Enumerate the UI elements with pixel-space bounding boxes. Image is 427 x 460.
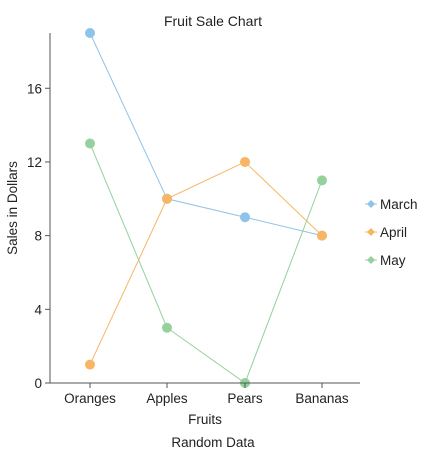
chart-subtitle: Random Data [171,435,255,450]
data-point-may [162,322,172,333]
x-tick-label: Oranges [64,391,116,406]
legend-label-march: March [380,197,418,212]
series-line-may [89,143,323,384]
y-tick-label: 4 [34,302,42,317]
series-line-march [89,32,323,237]
legend-marker-april [367,228,375,236]
data-point-march [240,212,250,223]
x-axis-title: Fruits [188,412,222,427]
y-axis-title: Sales in Dollars [5,161,20,255]
y-axis-ticks: 0 4 8 12 16 [27,81,50,391]
legend: March April May [365,197,418,268]
series-line-april [89,161,323,365]
x-tick-label: Pears [227,391,263,406]
plot-area [85,28,327,388]
data-point-march [85,28,95,38]
y-tick-label: 16 [27,81,42,96]
y-tick-label: 12 [27,155,42,170]
data-point-may [317,175,327,186]
x-axis-ticks: Oranges Apples Pears Bananas [64,383,349,406]
x-tick-label: Bananas [295,391,349,406]
data-point-april [240,156,250,167]
data-point-april [85,359,95,370]
data-point-april [162,193,172,204]
legend-label-may: May [380,253,406,268]
data-point-may [85,138,95,149]
chart-title: Fruit Sale Chart [164,13,262,29]
x-tick-label: Apples [146,391,188,406]
legend-marker-may [367,256,375,264]
data-point-april [317,230,327,241]
y-tick-label: 0 [34,376,42,391]
y-tick-label: 8 [34,229,42,244]
legend-marker-march [367,200,375,208]
legend-label-april: April [380,225,407,240]
